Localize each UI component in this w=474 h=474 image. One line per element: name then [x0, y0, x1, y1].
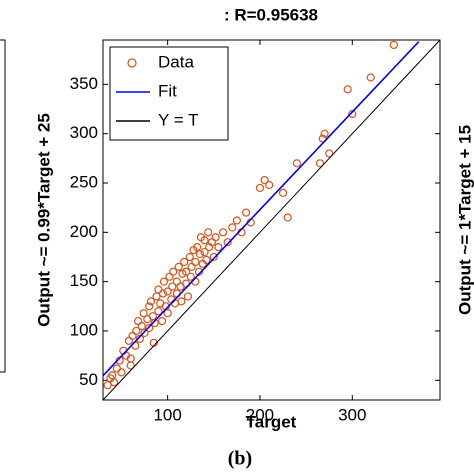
- data-point: [177, 297, 186, 306]
- data-point: [181, 267, 191, 276]
- data-point: [265, 180, 274, 190]
- data-point: [232, 216, 241, 225]
- data-point: [112, 364, 121, 373]
- data-point: [283, 213, 292, 222]
- data-point: [145, 323, 154, 333]
- legend-label: Data: [158, 52, 194, 71]
- data-point: [137, 321, 146, 331]
- data-point: [183, 292, 193, 301]
- legend-label: Fit: [158, 81, 177, 100]
- data-point: [126, 361, 135, 370]
- data-point: [163, 287, 172, 296]
- y-axis-label: Output ~= 0.99*Target + 25: [34, 113, 53, 327]
- data-point: [195, 249, 205, 259]
- y-tick-label: 250: [70, 172, 98, 191]
- y-tick-label: 50: [79, 370, 98, 389]
- y-tick-label: 350: [70, 74, 98, 93]
- data-point: [180, 257, 189, 267]
- data-point: [150, 318, 159, 328]
- data-point: [218, 228, 228, 237]
- data-point: [145, 302, 154, 311]
- x-tick-label: 100: [153, 405, 181, 424]
- y-tick-label: 200: [70, 222, 98, 241]
- data-point: [209, 252, 218, 262]
- data-point: [139, 309, 148, 318]
- data-point: [135, 334, 145, 343]
- data-point: [154, 285, 163, 294]
- data-point: [389, 40, 398, 50]
- data-point: [223, 238, 232, 247]
- x-axis-label: Target: [246, 412, 297, 431]
- neighbor-panel-edge: [0, 39, 6, 373]
- data-point: [132, 326, 141, 336]
- series-line: [102, 39, 441, 401]
- data-point: [200, 247, 209, 257]
- data-point: [163, 309, 172, 318]
- data-point: [343, 85, 352, 94]
- data-point: [157, 316, 167, 326]
- legend-marker: [127, 58, 137, 68]
- data-point: [242, 208, 251, 217]
- data-point: [191, 257, 200, 267]
- data-point: [169, 267, 178, 276]
- data-point: [204, 228, 213, 237]
- data-point: [154, 307, 163, 316]
- data-point: [168, 282, 177, 291]
- data-point: [348, 109, 357, 119]
- series-line: [102, 41, 420, 377]
- data-point: [320, 129, 329, 138]
- data-point: [278, 188, 288, 197]
- legend-box: [109, 46, 229, 141]
- chart-title: : R=0.95638: [224, 5, 318, 24]
- data-point: [255, 183, 265, 193]
- data-point: [186, 272, 195, 281]
- plot-frame: [102, 39, 441, 401]
- data-point: [159, 277, 169, 286]
- neighbor-y-label: Output ~= 1*Target + 15: [455, 125, 474, 315]
- data-point: [366, 73, 375, 82]
- data-point: [325, 149, 334, 158]
- data-point: [228, 223, 237, 232]
- y-tick-label: 150: [70, 271, 98, 290]
- data-point: [140, 328, 149, 338]
- data-point: [211, 233, 220, 242]
- x-tick-label: 300: [338, 405, 366, 424]
- data-point: [194, 267, 204, 276]
- x-tick-label: 200: [246, 405, 274, 424]
- legend-label: Y = T: [158, 110, 198, 129]
- data-point: [193, 243, 202, 252]
- data-point: [214, 243, 223, 252]
- data-point: [106, 374, 115, 383]
- panel-label: (b): [228, 448, 252, 470]
- data-point: [260, 175, 269, 185]
- data-point: [185, 252, 194, 262]
- data-point: [117, 368, 126, 377]
- y-tick-label: 300: [70, 123, 98, 142]
- data-point: [200, 236, 209, 245]
- y-tick-label: 100: [70, 320, 98, 339]
- data-point: [103, 381, 112, 390]
- data-point: [315, 159, 325, 168]
- data-point: [202, 255, 211, 265]
- data-point: [158, 289, 168, 298]
- data-point: [174, 262, 183, 271]
- data-point: [146, 297, 156, 306]
- data-point: [292, 159, 301, 168]
